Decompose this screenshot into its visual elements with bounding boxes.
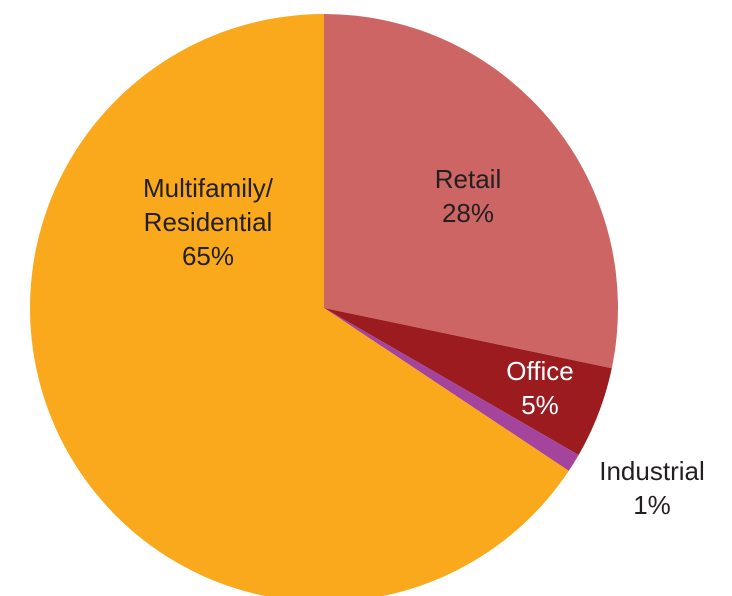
slice-label: Multifamily/ Residential 65% [143, 171, 273, 273]
slice-label: Retail 28% [435, 162, 501, 230]
category-label: Retail [434, 164, 502, 194]
slice-label: Industrial 1% [599, 454, 705, 522]
category-label: Multifamily/ Residential [142, 173, 274, 237]
pie-slice [30, 14, 569, 596]
pie-slice [324, 308, 612, 455]
category-label: Industrial [599, 456, 705, 486]
category-label: Office [506, 356, 574, 386]
value-label: 5% [521, 390, 559, 420]
value-label: 1% [633, 490, 671, 520]
pie-slice [324, 308, 579, 471]
slice-label: Office 5% [506, 354, 573, 422]
pie-slice [324, 14, 619, 369]
value-label: 28% [441, 198, 495, 228]
value-label: 65% [181, 241, 235, 271]
